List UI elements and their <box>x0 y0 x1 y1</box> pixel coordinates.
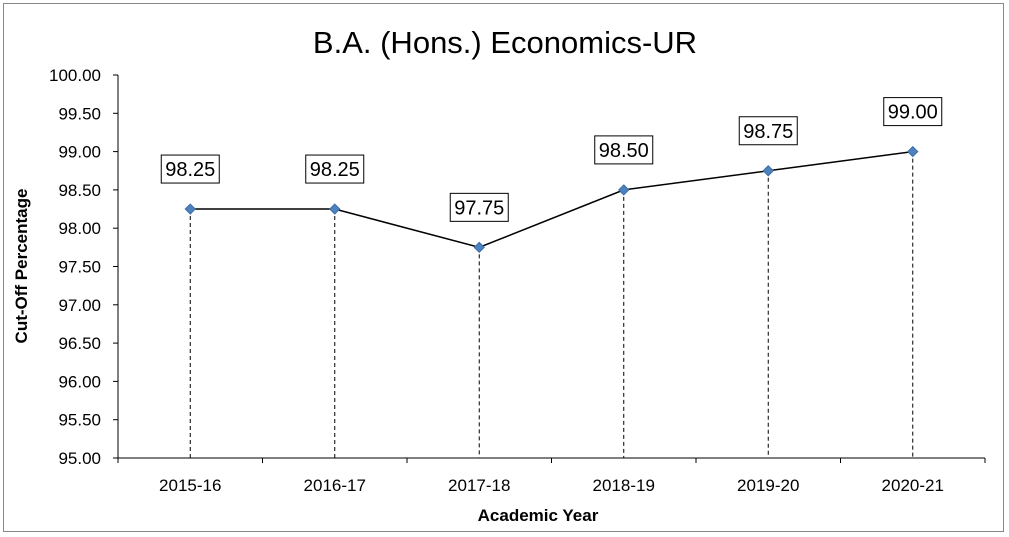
y-tick-label: 96.00 <box>58 372 101 391</box>
data-label-box <box>883 97 943 127</box>
data-point-marker <box>473 241 485 254</box>
y-tick-label: 97.50 <box>58 258 101 277</box>
data-point-marker <box>907 145 919 158</box>
data-label: 98.50 <box>599 140 649 162</box>
x-tick-label: 2018-19 <box>593 476 655 495</box>
x-axis-title: Academic Year <box>478 506 599 525</box>
y-tick-label: 96.50 <box>58 334 101 353</box>
x-tick-label: 2019-20 <box>737 476 799 495</box>
y-tick-label: 100.00 <box>49 66 101 85</box>
data-point-marker <box>762 165 774 177</box>
data-label-box <box>738 116 798 146</box>
data-label: 98.25 <box>310 159 360 181</box>
y-tick-label: 99.50 <box>58 104 101 123</box>
x-tick-label: 2015-16 <box>159 476 221 495</box>
y-tick-label: 95.50 <box>58 411 101 430</box>
chart-title: B.A. (Hons.) Economics-UR <box>313 25 697 60</box>
data-label: 99.00 <box>888 102 938 124</box>
y-tick-label: 97.00 <box>58 296 101 315</box>
data-label-box <box>594 135 654 165</box>
x-tick-label: 2017-18 <box>448 476 510 495</box>
y-tick-label: 95.00 <box>58 449 101 468</box>
data-point-marker <box>184 203 196 215</box>
y-tick-label: 98.00 <box>58 219 101 238</box>
x-tick-label: 2020-21 <box>882 476 944 495</box>
data-point-marker <box>329 203 341 215</box>
y-tick-label: 98.50 <box>58 181 101 200</box>
series-line <box>190 150 913 249</box>
x-tick-label: 2016-17 <box>304 476 366 495</box>
data-label-box <box>160 154 220 184</box>
data-label: 98.75 <box>743 121 793 143</box>
data-label-box <box>449 192 509 222</box>
y-tick-label: 99.00 <box>58 143 101 162</box>
y-axis-title: Cut-Off Percentage <box>12 189 31 344</box>
data-label: 97.75 <box>454 197 504 219</box>
data-label: 98.25 <box>165 159 215 181</box>
chart-frame <box>3 3 1004 532</box>
plot-area: 95.00 95.50 96.00 96.50 97.00 97.50 98.00 98.50… <box>49 66 986 495</box>
data-point-marker <box>618 184 630 196</box>
data-label-box <box>305 154 365 184</box>
